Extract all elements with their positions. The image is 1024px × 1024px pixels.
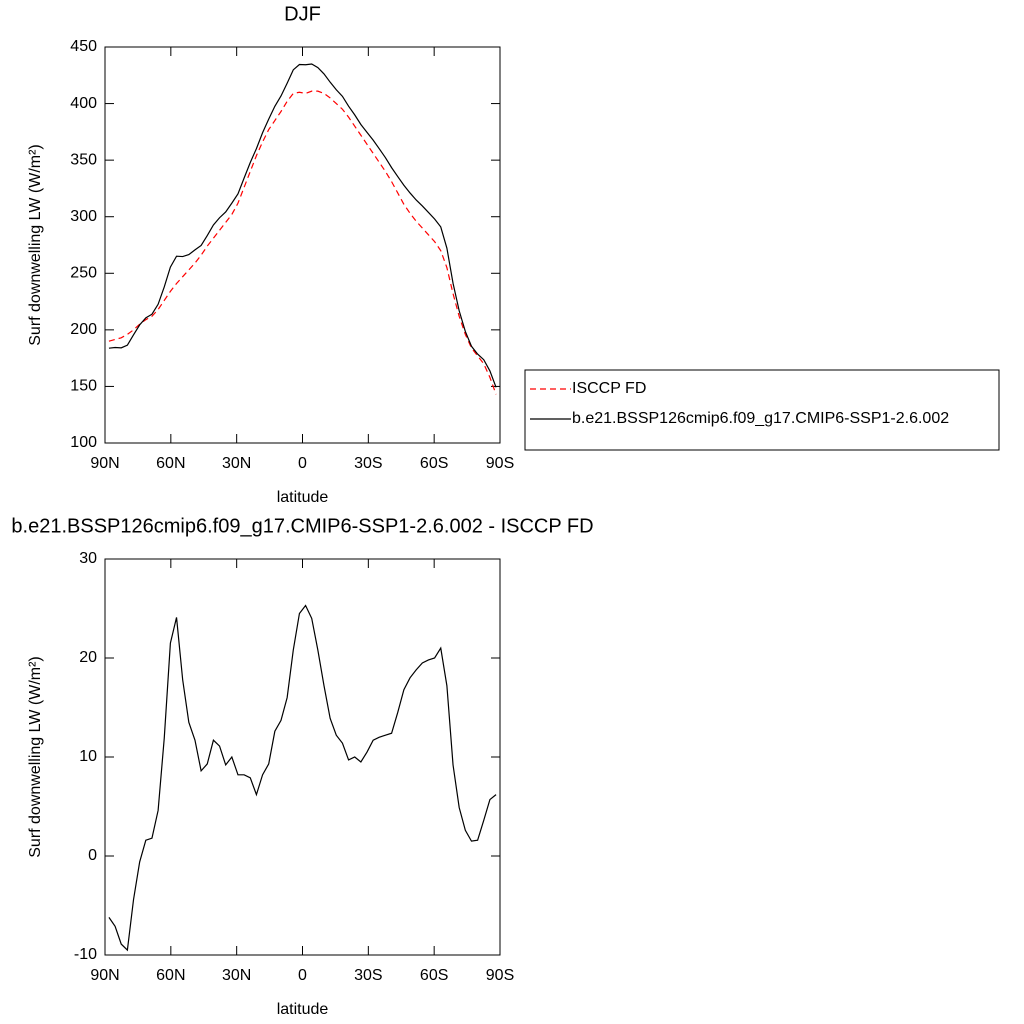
- legend-label: b.e21.BSSP126cmip6.f09_g17.CMIP6-SSP1-2.…: [572, 410, 949, 427]
- x-tick-label: 60N: [156, 455, 185, 472]
- y-tick-label: 30: [79, 550, 97, 567]
- y-tick-label: 350: [70, 151, 97, 168]
- x-tick-label: 30N: [222, 455, 251, 472]
- y-tick-label: 20: [79, 649, 97, 666]
- chart-title: b.e21.BSSP126cmip6.f09_g17.CMIP6-SSP1-2.…: [11, 515, 593, 537]
- x-axis-label: latitude: [277, 489, 329, 506]
- data-line: [108, 90, 497, 395]
- y-tick-label: 10: [79, 748, 97, 765]
- x-axis-label: latitude: [277, 1001, 329, 1018]
- legend-box: [524, 369, 1000, 451]
- x-tick-label: 90S: [486, 967, 514, 984]
- data-line: [108, 63, 497, 388]
- y-tick-label: 300: [70, 208, 97, 225]
- x-tick-label: 60S: [420, 455, 448, 472]
- y-tick-label: 450: [70, 38, 97, 55]
- y-axis-label: Surf downwelling LW (W/m²): [27, 144, 44, 346]
- x-tick-label: 30S: [354, 455, 382, 472]
- x-tick-label: 0: [298, 967, 307, 984]
- data-line: [108, 604, 497, 952]
- x-tick-label: 90S: [486, 455, 514, 472]
- x-tick-label: 60N: [156, 967, 185, 984]
- y-tick-label: 0: [88, 847, 97, 864]
- y-tick-label: -10: [74, 946, 97, 963]
- y-tick-label: 400: [70, 95, 97, 112]
- x-tick-label: 30S: [354, 967, 382, 984]
- x-tick-label: 0: [298, 455, 307, 472]
- x-tick-label: 90N: [90, 967, 119, 984]
- plot-frame: [104, 46, 501, 444]
- x-tick-label: 30N: [222, 967, 251, 984]
- y-tick-label: 200: [70, 321, 97, 338]
- plot-frame: [104, 558, 501, 956]
- chart-title: DJF: [284, 3, 321, 25]
- y-tick-label: 250: [70, 265, 97, 282]
- y-axis-label: Surf downwelling LW (W/m²): [27, 656, 44, 858]
- legend-label: ISCCP FD: [572, 380, 646, 397]
- x-tick-label: 90N: [90, 455, 119, 472]
- x-tick-label: 60S: [420, 967, 448, 984]
- y-tick-label: 150: [70, 378, 97, 395]
- y-tick-label: 100: [70, 434, 97, 451]
